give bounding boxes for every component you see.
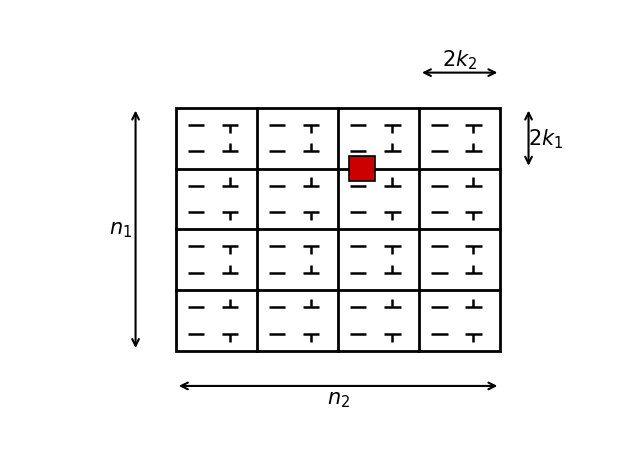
Text: $2k_1$: $2k_1$ <box>528 127 563 151</box>
Bar <box>176 108 500 351</box>
Text: $n_2$: $n_2$ <box>326 390 349 410</box>
Text: $2k_2$: $2k_2$ <box>442 48 477 72</box>
Text: $n_1$: $n_1$ <box>109 220 132 239</box>
Bar <box>349 157 376 182</box>
